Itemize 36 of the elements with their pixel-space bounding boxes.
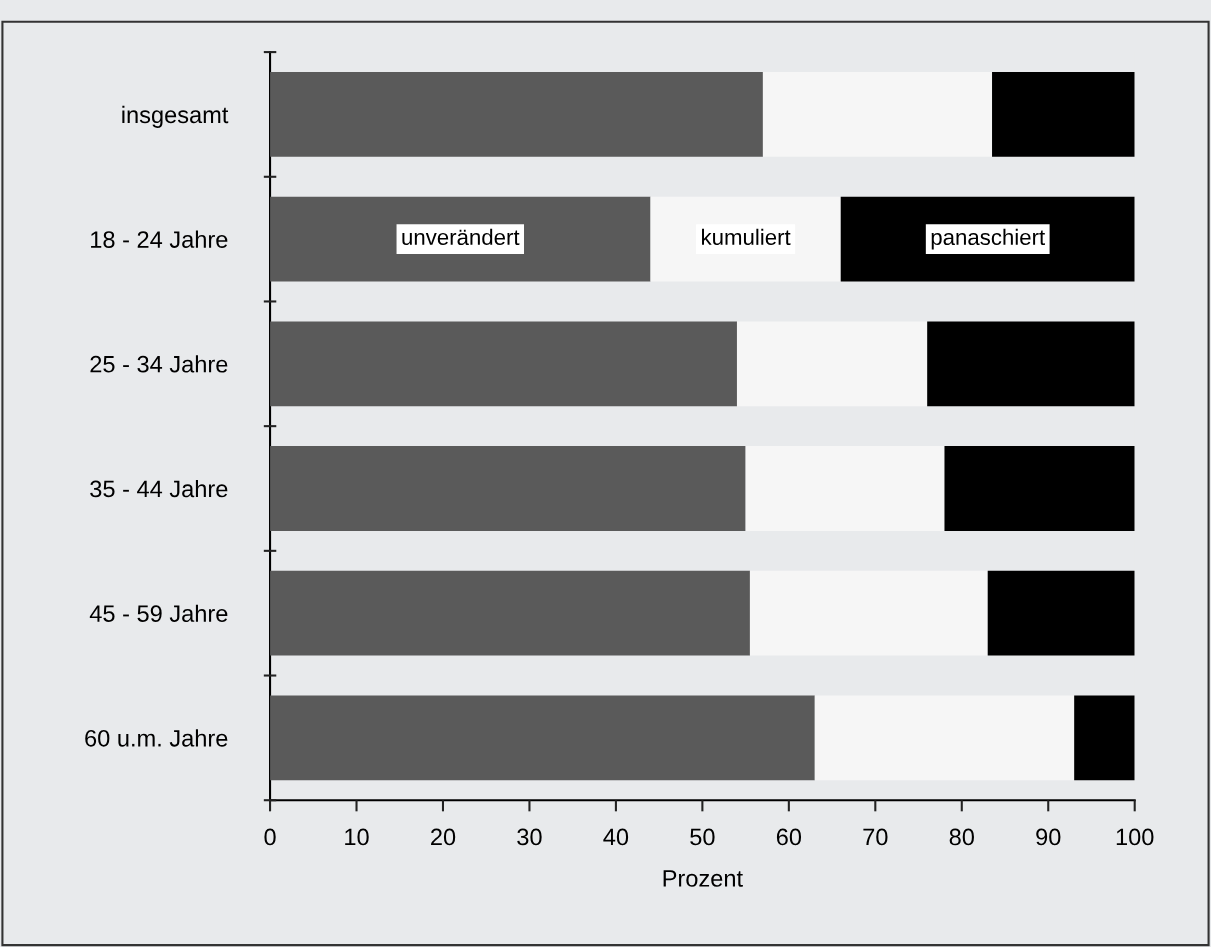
x-tick-label: 0 (264, 828, 276, 846)
bar (944, 446, 1135, 531)
x-tick-label: 20 (431, 828, 456, 846)
bar (814, 695, 1075, 781)
y-tick-label: 60 u.m. Jahre (85, 729, 228, 747)
y-tick-label: 45 - 59 Jahre (89, 604, 228, 622)
bar (1074, 695, 1135, 781)
bar (745, 446, 945, 531)
x-tick-label: 40 (603, 828, 629, 846)
bar (270, 695, 815, 781)
x-tick-label: 70 (863, 828, 888, 846)
x-tick-label: 100 (1116, 828, 1154, 846)
series-label: kumuliert (702, 228, 791, 246)
bar (270, 72, 763, 157)
bar (270, 321, 737, 407)
bar (270, 570, 750, 656)
y-tick-label: insgesamt (122, 105, 229, 128)
bar (987, 570, 1135, 656)
x-tick-label: 80 (949, 828, 974, 846)
x-tick-label: 50 (690, 828, 715, 846)
bar (736, 321, 928, 407)
bar (749, 570, 988, 656)
bar (270, 446, 746, 531)
series-label: panaschiert (931, 228, 1045, 250)
series-label: unverändert (402, 228, 520, 246)
x-tick-label: 30 (517, 828, 542, 846)
y-tick-label: 25 - 34 Jahre (90, 355, 228, 373)
x-tick-label: 90 (1036, 828, 1061, 846)
x-tick-label: 60 (776, 828, 802, 846)
bar (927, 321, 1135, 407)
x-tick-label: 10 (345, 828, 369, 846)
bar (762, 72, 993, 157)
bar (992, 72, 1135, 157)
x-axis-title: Prozent (663, 870, 743, 887)
y-tick-label: 35 - 44 Jahre (90, 479, 228, 498)
y-tick-label: 18 - 24 Jahre (91, 230, 228, 248)
